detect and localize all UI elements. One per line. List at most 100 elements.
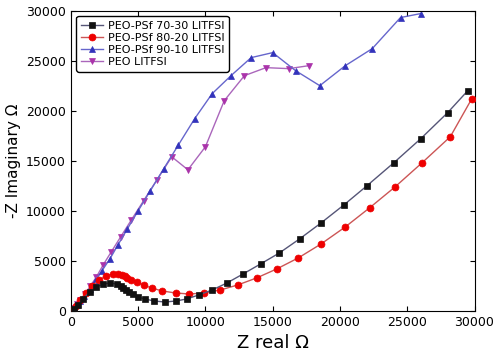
PEO-PSf 80-20 LITFSI — [186, 292, 192, 296]
PEO-PSf 80-20 LITFSI — [318, 242, 324, 246]
PEO-PSf 80-20 LITFSI — [342, 225, 348, 229]
PEO-PSf 90-10 LITFSI — [69, 308, 75, 312]
PEO-PSf 90-10 LITFSI — [176, 142, 182, 147]
PEO-PSf 70-30 LITFSI — [152, 299, 158, 303]
PEO-PSf 80-20 LITFSI — [448, 135, 454, 139]
PEO-PSf 80-20 LITFSI — [201, 291, 207, 295]
PEO-PSf 80-20 LITFSI — [78, 298, 84, 302]
PEO-PSf 80-20 LITFSI — [110, 272, 116, 276]
PEO-PSf 90-10 LITFSI — [248, 55, 254, 60]
PEO-PSf 90-10 LITFSI — [418, 11, 424, 16]
PEO LITFSI — [108, 250, 114, 254]
PEO-PSf 70-30 LITFSI — [391, 161, 397, 165]
PEO-PSf 80-20 LITFSI — [234, 283, 240, 287]
PEO-PSf 80-20 LITFSI — [82, 291, 88, 295]
PEO LITFSI — [185, 168, 191, 172]
PEO-PSf 80-20 LITFSI — [148, 286, 154, 290]
PEO-PSf 70-30 LITFSI — [114, 282, 119, 286]
PEO LITFSI — [154, 178, 160, 182]
PEO-PSf 80-20 LITFSI — [160, 289, 166, 293]
PEO-PSf 80-20 LITFSI — [295, 256, 301, 260]
PEO LITFSI — [306, 63, 312, 68]
PEO-PSf 90-10 LITFSI — [398, 15, 404, 20]
PEO-PSf 80-20 LITFSI — [469, 97, 475, 101]
PEO LITFSI — [69, 308, 75, 312]
PEO-PSf 70-30 LITFSI — [341, 203, 347, 207]
PEO LITFSI — [94, 275, 100, 279]
PEO-PSf 90-10 LITFSI — [317, 83, 323, 88]
PEO LITFSI — [82, 292, 88, 296]
PEO-PSf 80-20 LITFSI — [124, 276, 130, 280]
PEO-PSf 80-20 LITFSI — [274, 267, 280, 271]
PEO LITFSI — [140, 199, 146, 203]
PEO-PSf 70-30 LITFSI — [296, 237, 302, 241]
PEO-PSf 80-20 LITFSI — [392, 185, 398, 189]
PEO LITFSI — [100, 263, 106, 267]
PEO-PSf 90-10 LITFSI — [99, 269, 105, 273]
X-axis label: Z real Ω: Z real Ω — [236, 334, 308, 352]
PEO-PSf 70-30 LITFSI — [196, 293, 202, 297]
PEO-PSf 70-30 LITFSI — [100, 282, 106, 286]
PEO-PSf 90-10 LITFSI — [82, 294, 87, 298]
PEO-PSf 80-20 LITFSI — [90, 284, 96, 288]
PEO LITFSI — [169, 155, 175, 159]
PEO-PSf 70-30 LITFSI — [118, 284, 124, 288]
PEO LITFSI — [242, 73, 248, 78]
PEO-PSf 90-10 LITFSI — [86, 287, 92, 291]
PEO-PSf 80-20 LITFSI — [72, 304, 78, 308]
PEO-PSf 80-20 LITFSI — [128, 278, 134, 282]
PEO-PSf 90-10 LITFSI — [147, 189, 153, 193]
PEO-PSf 70-30 LITFSI — [107, 281, 113, 285]
PEO-PSf 70-30 LITFSI — [142, 297, 148, 301]
PEO LITFSI — [71, 305, 77, 310]
PEO-PSf 80-20 LITFSI — [419, 161, 425, 165]
PEO LITFSI — [221, 98, 227, 103]
PEO-PSf 80-20 LITFSI — [70, 308, 76, 312]
PEO-PSf 90-10 LITFSI — [228, 73, 234, 78]
PEO-PSf 70-30 LITFSI — [86, 290, 92, 294]
PEO-PSf 90-10 LITFSI — [107, 257, 113, 261]
Line: PEO-PSf 80-20 LITFSI: PEO-PSf 80-20 LITFSI — [70, 95, 476, 313]
PEO-PSf 70-30 LITFSI — [70, 307, 76, 311]
PEO-PSf 70-30 LITFSI — [240, 272, 246, 276]
PEO LITFSI — [78, 298, 84, 302]
PEO-PSf 80-20 LITFSI — [366, 206, 372, 210]
PEO-PSf 80-20 LITFSI — [254, 276, 260, 280]
PEO-PSf 80-20 LITFSI — [140, 283, 146, 287]
PEO-PSf 70-30 LITFSI — [184, 297, 190, 301]
PEO-PSf 80-20 LITFSI — [96, 278, 102, 282]
PEO-PSf 70-30 LITFSI — [120, 286, 126, 290]
PEO-PSf 70-30 LITFSI — [126, 290, 132, 294]
PEO-PSf 80-20 LITFSI — [122, 274, 128, 278]
PEO-PSf 70-30 LITFSI — [94, 285, 100, 289]
PEO-PSf 70-30 LITFSI — [209, 288, 215, 292]
PEO-PSf 80-20 LITFSI — [173, 291, 179, 295]
PEO-PSf 70-30 LITFSI — [123, 288, 129, 292]
PEO-PSf 70-30 LITFSI — [276, 251, 282, 255]
PEO-PSf 70-30 LITFSI — [364, 184, 370, 188]
PEO-PSf 90-10 LITFSI — [124, 227, 130, 231]
PEO LITFSI — [118, 235, 124, 239]
PEO-PSf 90-10 LITFSI — [192, 117, 198, 121]
PEO-PSf 80-20 LITFSI — [119, 273, 125, 277]
PEO LITFSI — [202, 145, 208, 149]
PEO-PSf 70-30 LITFSI — [318, 221, 324, 225]
PEO-PSf 70-30 LITFSI — [224, 281, 230, 285]
PEO-PSf 90-10 LITFSI — [71, 306, 77, 310]
PEO LITFSI — [286, 67, 292, 71]
Line: PEO LITFSI: PEO LITFSI — [68, 62, 312, 314]
PEO-PSf 90-10 LITFSI — [209, 92, 215, 96]
Line: PEO-PSf 90-10 LITFSI: PEO-PSf 90-10 LITFSI — [68, 10, 424, 314]
PEO-PSf 70-30 LITFSI — [258, 262, 264, 266]
PEO-PSf 90-10 LITFSI — [160, 167, 166, 171]
PEO-PSf 80-20 LITFSI — [217, 288, 223, 292]
PEO-PSf 70-30 LITFSI — [162, 300, 168, 304]
PEO-PSf 70-30 LITFSI — [74, 303, 80, 307]
PEO-PSf 70-30 LITFSI — [418, 137, 424, 141]
PEO-PSf 80-20 LITFSI — [134, 280, 140, 284]
PEO-PSf 70-30 LITFSI — [135, 295, 141, 299]
PEO-PSf 90-10 LITFSI — [270, 50, 276, 55]
PEO-PSf 80-20 LITFSI — [115, 272, 121, 276]
Legend: PEO-PSf 70-30 LITFSI, PEO-PSf 80-20 LITFSI, PEO-PSf 90-10 LITFSI, PEO LITFSI: PEO-PSf 70-30 LITFSI, PEO-PSf 80-20 LITF… — [76, 16, 229, 72]
PEO-PSf 90-10 LITFSI — [135, 209, 141, 213]
